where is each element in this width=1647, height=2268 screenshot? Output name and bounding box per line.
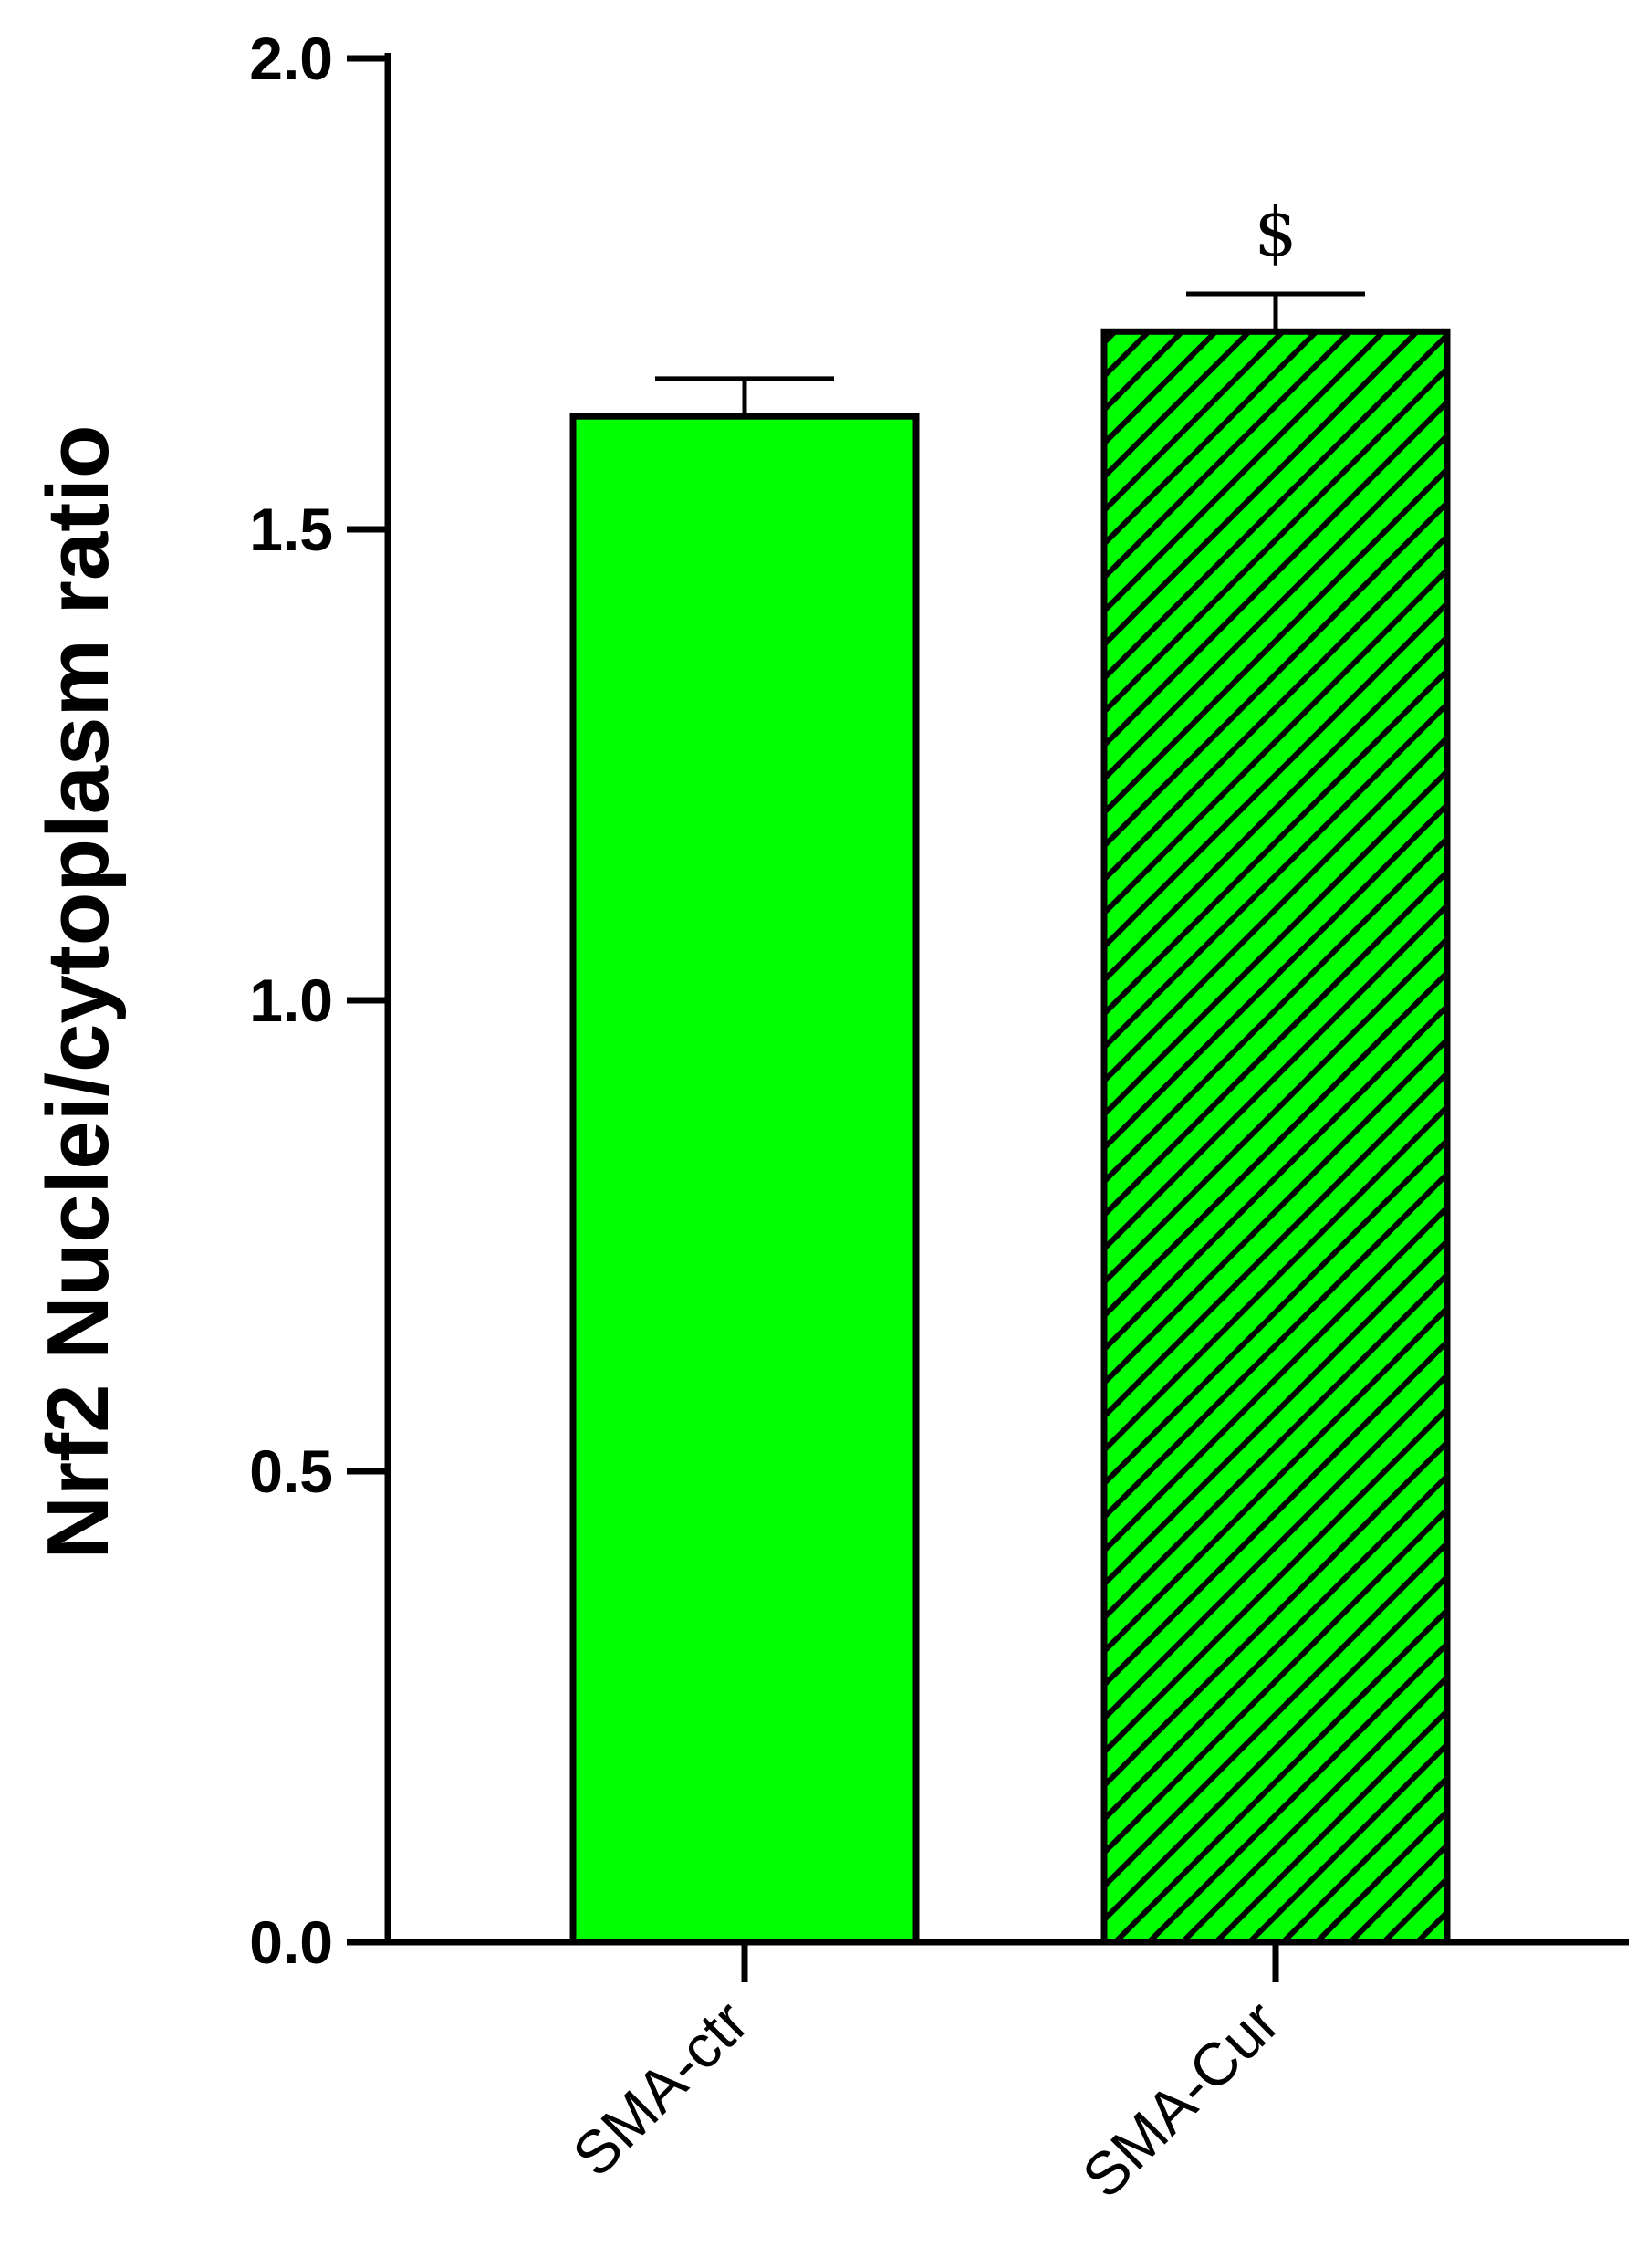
x-axis-ticks: SMA-ctr SMA-Cur — [559, 1942, 1292, 2211]
y-axis-ticks: 0.0 0.5 1.0 1.5 2.0 — [249, 25, 388, 1976]
bar-sma-cur — [1100, 328, 1451, 1946]
y-tick-label: 0.5 — [249, 1437, 333, 1505]
x-tick-label: SMA-Cur — [1069, 1988, 1292, 2211]
x-tick-label: SMA-ctr — [559, 1988, 761, 2190]
y-tick-label: 1.5 — [249, 496, 333, 563]
y-axis-label: Nrf2 Nuclei/cytoplasm ratio — [29, 424, 127, 1559]
y-tick-label: 1.0 — [249, 967, 333, 1034]
bars-group: $ — [569, 193, 1451, 1946]
significance-marker: $ — [1254, 193, 1297, 272]
bar-sma-ctr — [569, 413, 920, 1946]
y-tick-label: 0.0 — [249, 1908, 333, 1976]
y-tick-label: 2.0 — [249, 25, 333, 92]
